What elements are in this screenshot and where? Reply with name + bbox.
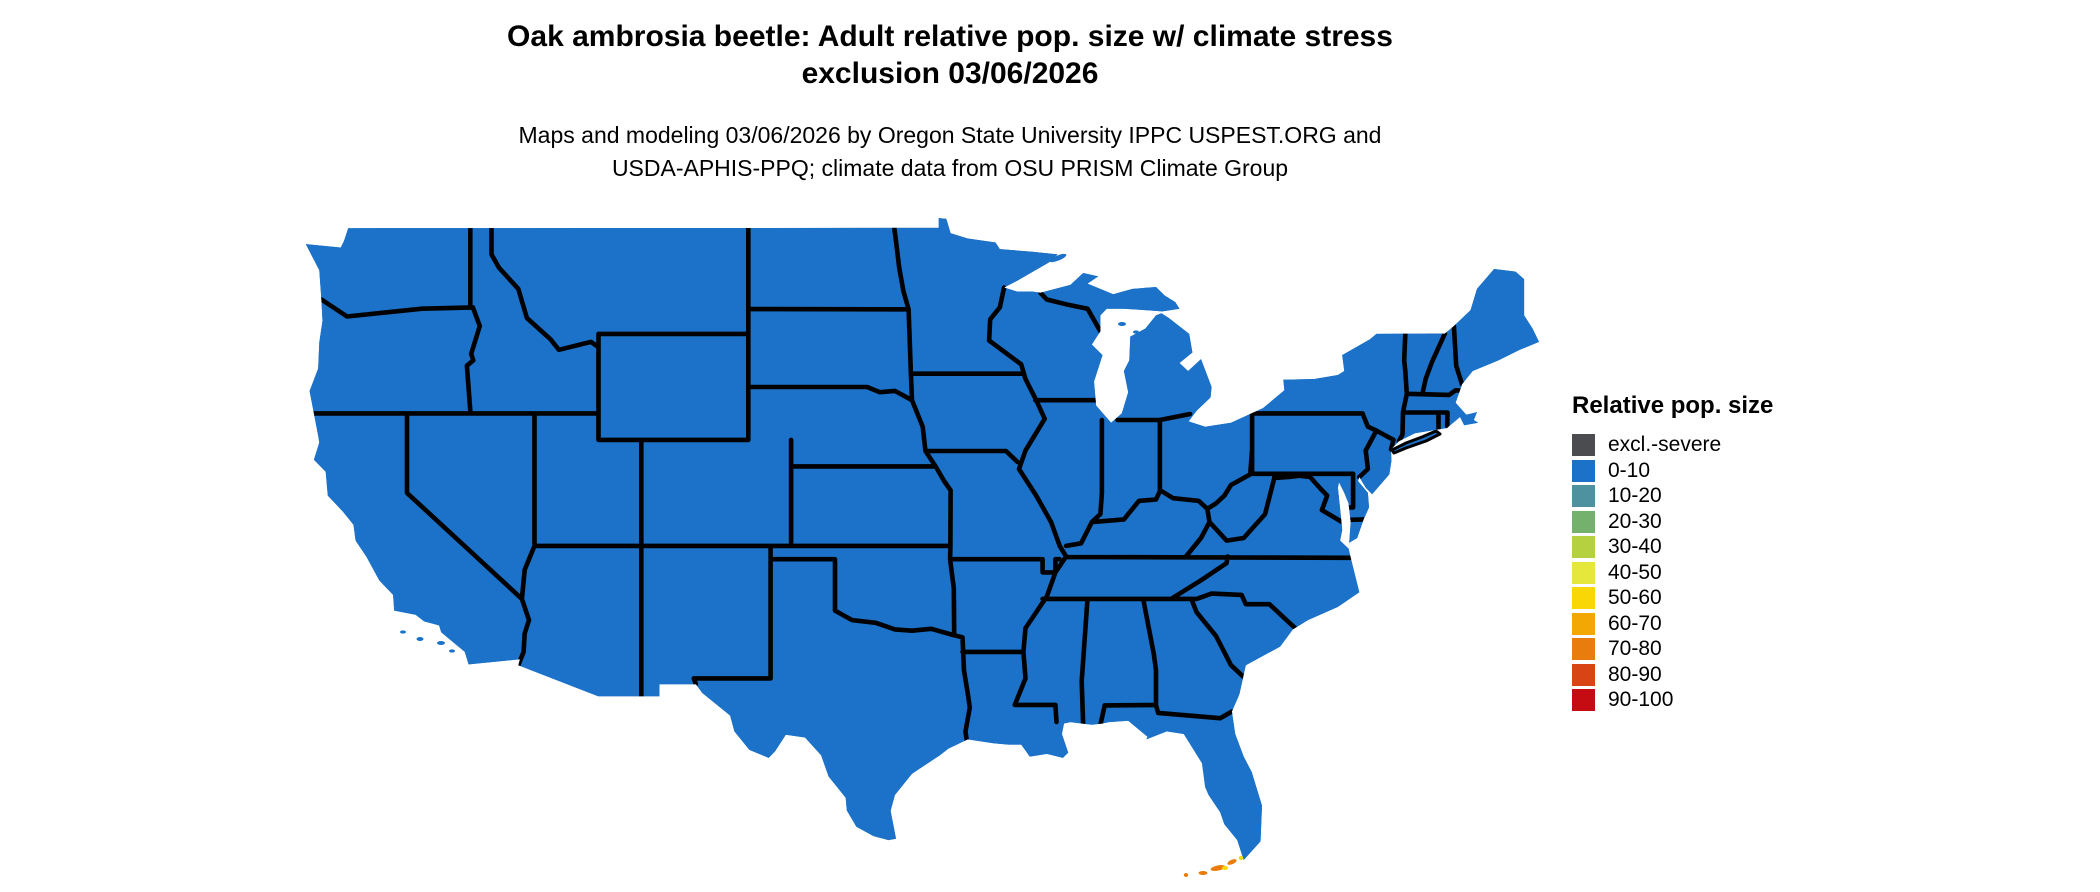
page-title-line-2: exclusion 03/06/2026 [801, 57, 1099, 90]
state-border-lines [311, 225, 1465, 742]
legend-title: Relative pop. size [1572, 392, 1774, 419]
legend-label: excl.-severe [1608, 433, 1722, 456]
us-choropleth-map [300, 212, 1555, 877]
legend-label: 50-60 [1608, 586, 1662, 609]
legend-swatch-50-60 [1572, 587, 1595, 609]
legend-item-80-90: 80-90 [1572, 662, 1872, 686]
legend-swatch-30-40 [1572, 536, 1595, 558]
legend-label: 60-70 [1608, 611, 1662, 635]
florida-keys-segment [1227, 859, 1237, 865]
legend-item-20-30: 20-30 [1572, 509, 1872, 533]
legend-swatch-70-80 [1572, 638, 1595, 660]
legend-item-90-100: 90-100 [1572, 688, 1872, 711]
florida-keys-segment-yellow [1222, 866, 1228, 870]
legend-item-10-20: 10-20 [1572, 484, 1872, 507]
map-region-long-island [1390, 429, 1442, 455]
legend-label: 90-100 [1608, 688, 1674, 711]
legend-swatch-20-30 [1572, 510, 1595, 533]
florida-keys-segment [1183, 873, 1189, 877]
legend-swatch-40-50 [1572, 561, 1595, 584]
legend-item-50-60: 50-60 [1572, 586, 1872, 609]
florida-keys-segment [1210, 865, 1226, 871]
legend-swatch-10-20 [1572, 485, 1595, 507]
florida-keys-segment [1198, 871, 1208, 875]
legend-swatch-excl-severe [1572, 434, 1595, 456]
map-legend: Relative pop. size excl.-severe 0-10 10-… [1572, 392, 1872, 715]
page-subtitle-line-1: Maps and modeling 03/06/2026 by Oregon S… [518, 122, 1382, 148]
page-title-line-1: Oak ambrosia beetle: Adult relative pop.… [507, 20, 1393, 53]
florida-keys-segment-yellow [1238, 856, 1244, 860]
channel-island-speck [437, 641, 445, 645]
legend-swatch-90-100 [1572, 689, 1595, 711]
legend-item-0-10: 0-10 [1572, 458, 1872, 482]
map-region-florida-keys [1183, 856, 1244, 877]
legend-item-40-50: 40-50 [1572, 560, 1872, 584]
channel-island-speck [400, 630, 406, 634]
legend-label: 10-20 [1608, 484, 1662, 507]
legend-label: 80-90 [1608, 662, 1662, 686]
legend-swatch-60-70 [1572, 612, 1595, 635]
legend-label: 40-50 [1608, 560, 1662, 584]
channel-island-speck [416, 637, 424, 641]
legend-label: 20-30 [1608, 509, 1662, 533]
legend-item-excl-severe: excl.-severe [1572, 433, 1872, 456]
legend-item-30-40: 30-40 [1572, 535, 1872, 558]
isle-royale-island [1049, 253, 1067, 263]
legend-item-60-70: 60-70 [1572, 611, 1872, 635]
legend-item-70-80: 70-80 [1572, 637, 1872, 660]
legend-swatch-0-10 [1572, 459, 1595, 482]
national-border-outline [306, 218, 1539, 860]
lake-michigan-island-speck [1118, 322, 1126, 326]
channel-island-speck [449, 649, 455, 653]
legend-label: 70-80 [1608, 637, 1662, 660]
legend-label: 0-10 [1608, 458, 1651, 482]
page-subtitle-line-2: USDA-APHIS-PPQ; climate data from OSU PR… [611, 155, 1289, 181]
legend-swatch-80-90 [1572, 663, 1595, 686]
legend-label: 30-40 [1608, 535, 1662, 558]
